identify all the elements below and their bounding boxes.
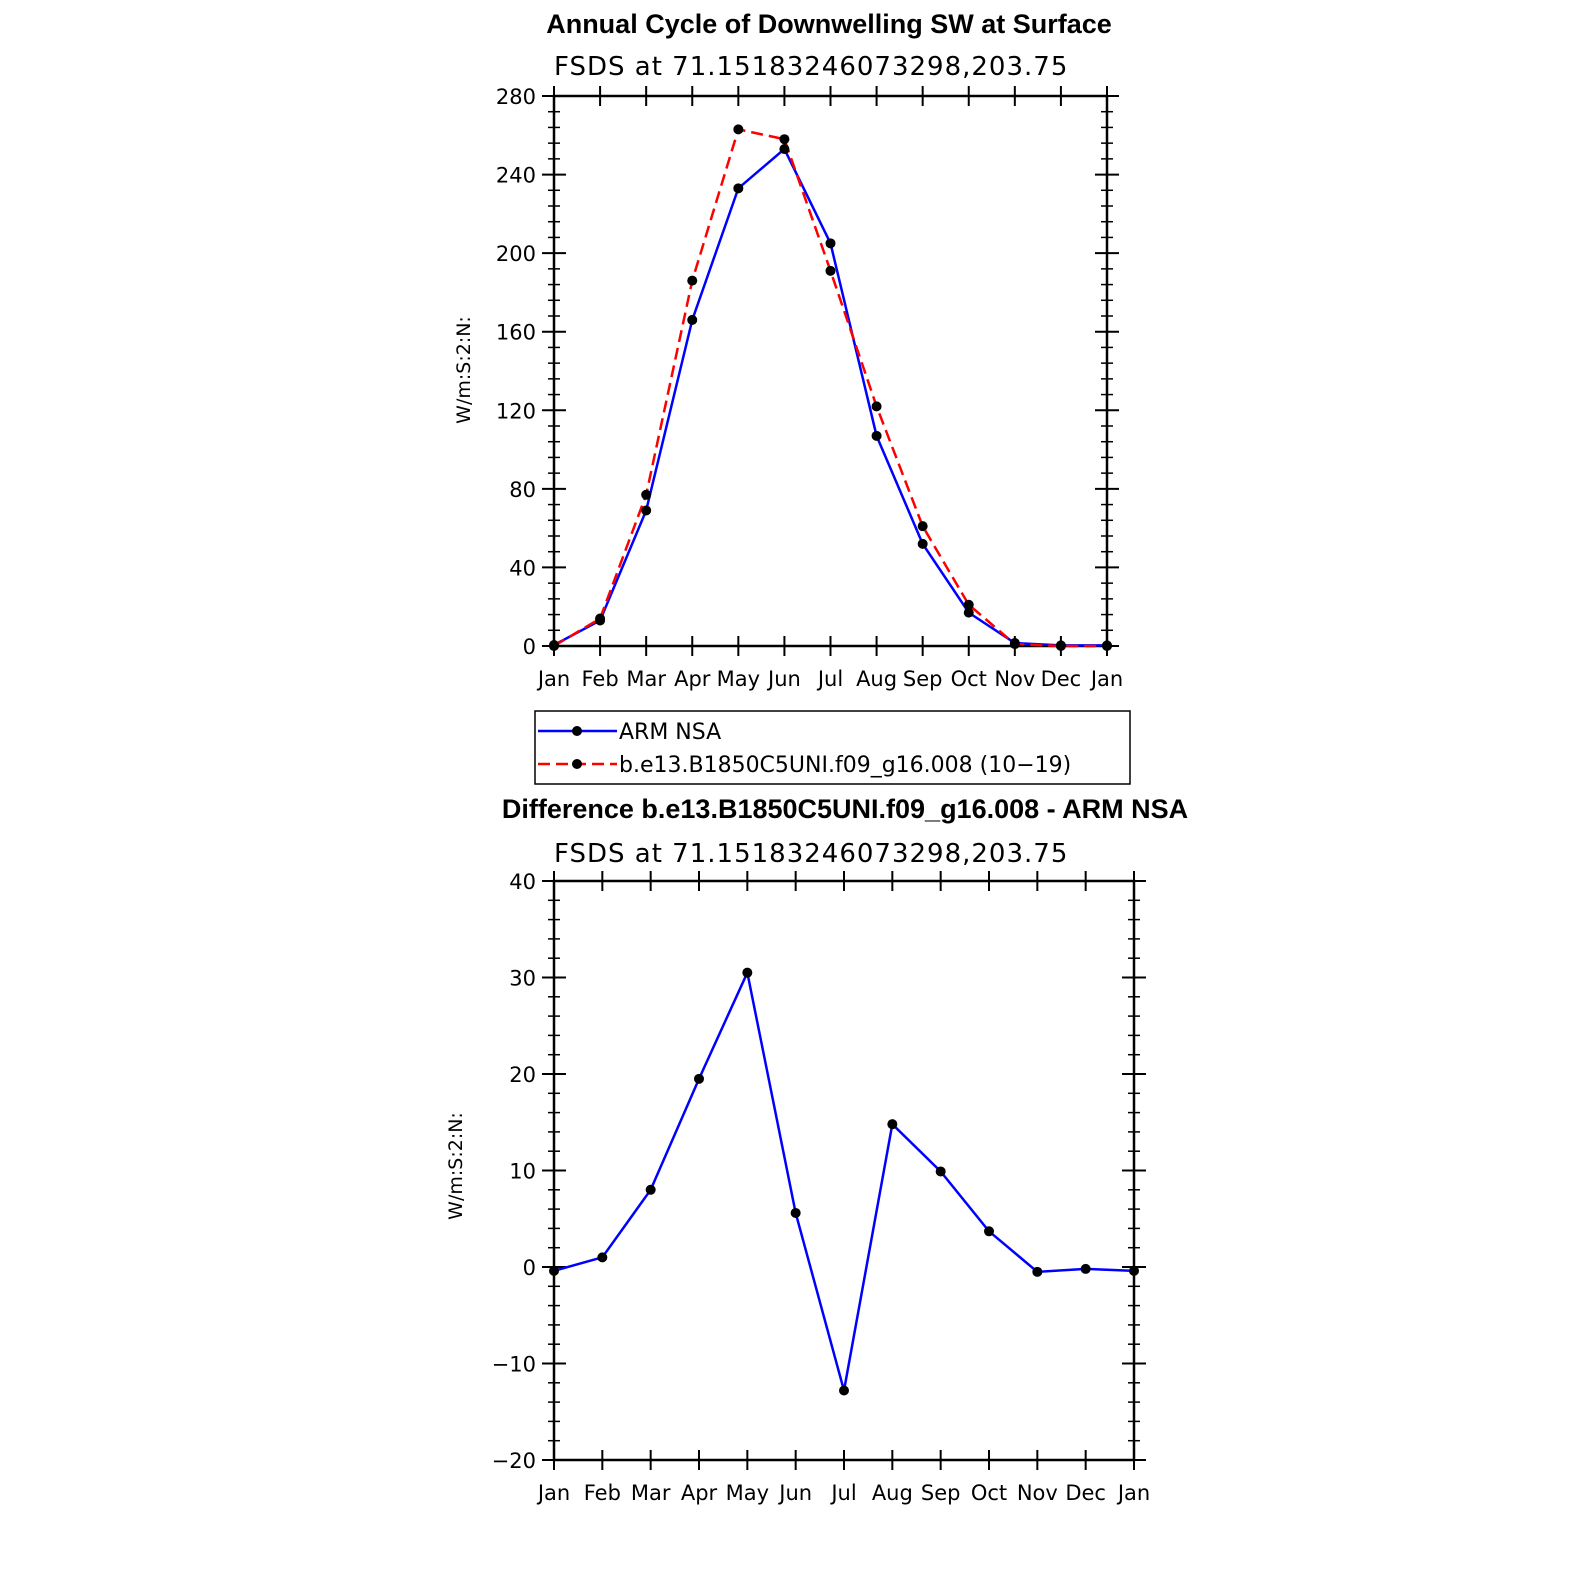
- chart1-series-0-line: [553, 147, 1107, 647]
- chart2-xtick-label: Jul: [829, 1481, 856, 1505]
- chart1-series-1-point: [1009, 639, 1020, 650]
- chart1-xtick-label: May: [717, 667, 760, 691]
- chart1-plot: Jan Feb Mar Apr May Jun Jul Aug Sep Oct Nov Dec Jan0…: [496, 85, 1123, 691]
- chart2-xtick-label: Jan: [1116, 1481, 1150, 1505]
- chart1-ytick-label: 120: [496, 399, 536, 423]
- chart2-xtick-label: Nov: [1017, 1481, 1058, 1505]
- chart2-series-0-point: [887, 1119, 898, 1130]
- chart2-xtick-label: Feb: [584, 1481, 621, 1505]
- chart1-xtick-label: Dec: [1041, 667, 1082, 691]
- chart2-ytick-label: −20: [492, 1449, 536, 1473]
- chart1-title: Annual Cycle of Downwelling SW at Surfac…: [546, 9, 1112, 39]
- chart1-ylabel: W/m:S:2:N:: [453, 316, 475, 424]
- chart1-series-1-point: [779, 134, 790, 145]
- chart1-series-0-point: [687, 314, 698, 325]
- legend-marker-arm: [572, 726, 582, 736]
- chart2-xtick-label: Oct: [971, 1481, 1007, 1505]
- chart2-series-0-point: [694, 1073, 704, 1084]
- chart2-series-0-point: [935, 1166, 946, 1177]
- chart1-ytick-label: 240: [496, 164, 536, 188]
- chart1-series-1-point: [825, 265, 836, 276]
- chart1-xtick-label: Nov: [994, 667, 1035, 691]
- chart1-ytick-label: 0: [523, 635, 536, 659]
- chart2-series-0-point: [597, 1252, 608, 1263]
- chart2-series-0-point: [549, 1265, 559, 1276]
- chart1-series-0-point: [871, 430, 882, 441]
- chart2-series-0-point: [1080, 1263, 1091, 1274]
- chart1-ytick-label: 200: [496, 242, 536, 266]
- legend: ARM NSA b.e13.B1850C5UNI.f09_g16.008 (10…: [534, 710, 1131, 785]
- chart2-ytick-label: 10: [509, 1160, 536, 1184]
- chart2-xtick-label: Mar: [631, 1481, 671, 1505]
- chart1-ytick-label: 80: [509, 478, 536, 502]
- chart1-series-1-point: [1102, 641, 1112, 651]
- chart2-series-0-point: [1129, 1265, 1139, 1276]
- chart1-series-1-point: [641, 489, 652, 500]
- chart1-xtick-label: Jul: [816, 667, 843, 691]
- legend-marker-model: [572, 759, 582, 769]
- legend-label-model: b.e13.B1850C5UNI.f09_g16.008 (10−19): [619, 753, 1071, 778]
- chart1-xtick-label: Mar: [626, 667, 666, 691]
- chart2-xtick-label: Aug: [872, 1481, 913, 1505]
- chart2-ytick-label: 30: [509, 967, 536, 991]
- chart1-series-0-point: [825, 238, 836, 249]
- chart1-series-0-point: [917, 538, 928, 549]
- chart2-series-0-line: [553, 968, 1135, 1391]
- chart2-ytick-label: 20: [509, 1063, 536, 1087]
- chart2-series-0-point: [1032, 1266, 1043, 1277]
- legend-box: [534, 710, 1131, 785]
- chart1-xtick-label: Oct: [951, 667, 987, 691]
- chart2-plot: Jan Feb Mar Apr May Jun Jul Aug Sep Oct Nov Dec Jan−…: [492, 870, 1151, 1505]
- chart2-xtick-label: Dec: [1065, 1481, 1106, 1505]
- chart2-subtitle: FSDS at 71.15183246073298,203.75: [554, 839, 1068, 869]
- chart1-series-1-line: [553, 127, 1107, 648]
- chart1-ytick-label: 40: [509, 556, 536, 580]
- chart2-ytick-label: −10: [492, 1353, 536, 1377]
- chart1-series-1-point: [963, 599, 974, 610]
- chart1-ytick-label: 160: [496, 321, 536, 345]
- chart1-series-1-point: [917, 521, 928, 532]
- chart1-series-0-point: [641, 505, 652, 516]
- chart1-xtick-label: Sep: [903, 667, 943, 691]
- chart1-series-1-point: [549, 641, 559, 651]
- chart2-ylabel: W/m:S:2:N:: [445, 1112, 467, 1220]
- chart2-xtick-label: Jan: [536, 1481, 570, 1505]
- chart1-series-0-point: [779, 144, 790, 155]
- chart1-subtitle: FSDS at 71.15183246073298,203.75: [554, 52, 1068, 82]
- chart1-series-1-point: [733, 124, 744, 135]
- chart2-series-0-point: [790, 1207, 801, 1218]
- chart2-xtick-label: Jun: [777, 1481, 812, 1505]
- chart2-xtick-label: Sep: [921, 1481, 961, 1505]
- chart2-series-0-point: [839, 1385, 849, 1396]
- chart2-title: Difference b.e13.B1850C5UNI.f09_g16.008 …: [502, 794, 1188, 824]
- chart1-series-1-point: [595, 613, 606, 624]
- chart1-xtick-label: Jan: [536, 667, 570, 691]
- chart1-series-1-point: [1055, 641, 1066, 651]
- chart1-series-1-point: [871, 401, 882, 412]
- chart1-xtick-label: Jan: [1089, 667, 1123, 691]
- chart2-series-0-point: [742, 967, 753, 978]
- chart2-ytick-label: 0: [523, 1256, 536, 1280]
- chart1-ytick-label: 280: [496, 85, 536, 109]
- chart2-xtick-label: Apr: [681, 1481, 718, 1505]
- chart2-series-0-point: [984, 1226, 994, 1237]
- legend-label-arm: ARM NSA: [619, 720, 721, 745]
- chart1-series-1-point: [687, 275, 698, 286]
- chart1-xtick-label: Feb: [581, 667, 618, 691]
- chart1-series-0-point: [963, 607, 974, 618]
- chart2-frame: [552, 879, 1136, 1462]
- chart2-xtick-label: May: [726, 1481, 769, 1505]
- chart1-series-0-point: [733, 183, 744, 194]
- chart1-xtick-label: Jun: [766, 667, 801, 691]
- chart2-series-0-point: [645, 1184, 656, 1195]
- chart2-ytick-label: 40: [509, 870, 536, 894]
- chart1-xtick-label: Apr: [674, 667, 711, 691]
- chart1-frame: [552, 94, 1109, 648]
- chart1-xtick-label: Aug: [856, 667, 897, 691]
